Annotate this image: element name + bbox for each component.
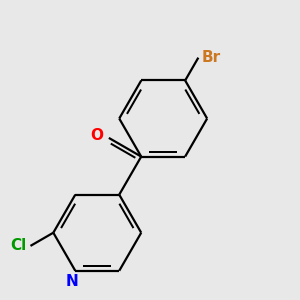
Text: N: N (65, 274, 78, 289)
Text: Br: Br (202, 50, 221, 65)
Text: O: O (91, 128, 103, 143)
Text: Cl: Cl (11, 238, 27, 253)
